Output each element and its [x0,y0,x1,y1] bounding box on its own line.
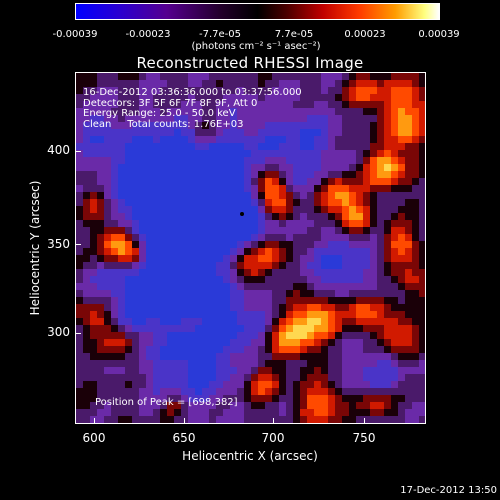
colorbar-unit: (photons cm⁻² s⁻¹ asec⁻²) [191,41,321,52]
peak-marker [240,212,244,216]
image-title: Reconstructed RHESSI Image [136,54,364,72]
x-tick-label: 650 [172,431,196,445]
x-tick [273,418,274,424]
colorbar-tick: 0.00023 [344,29,386,40]
x-tick-label: 600 [82,431,106,445]
x-axis-label: Heliocentric X (arcsec) [182,449,318,463]
x-tick-label: 750 [352,431,376,445]
info-clean-counts: Clean Total counts: 1.76E+03 [83,118,244,130]
x-tick [364,418,365,424]
colorbar-tick: -0.00023 [125,29,171,40]
solar-image-plot [75,72,426,424]
generation-timestamp: 17-Dec-2012 13:50 [400,485,497,496]
y-tick-label: 350 [47,237,70,251]
y-tick [75,244,81,245]
y-tick [75,151,81,152]
info-energy-range: Energy Range: 25.0 - 50.0 keV [83,108,236,119]
info-time-range: 16-Dec-2012 03:36:36.000 to 03:37:56.000 [83,87,302,98]
colorbar [75,3,440,20]
y-axis-label: Heliocentric Y (arcsec) [28,180,42,316]
x-tick-label: 700 [261,431,285,445]
info-detectors: Detectors: 3F 5F 6F 7F 8F 9F, Att 0 [83,97,258,109]
colorbar-tick: 7.7e-05 [274,29,314,40]
colorbar-tick: 0.00039 [418,29,460,40]
x-tick [94,418,95,424]
y-tick-label: 400 [47,143,70,157]
rhessi-map-canvas [76,73,425,423]
image-info: 16-Dec-2012 03:36:36.000 to 03:37:56.000… [83,87,302,130]
peak-position: Position of Peak = [698,382] [95,397,238,408]
y-tick [75,333,81,334]
colorbar-tick: -7.7e-05 [199,29,241,40]
x-tick [184,418,185,424]
colorbar-tick: -0.00039 [52,29,98,40]
y-tick-label: 300 [47,325,70,339]
